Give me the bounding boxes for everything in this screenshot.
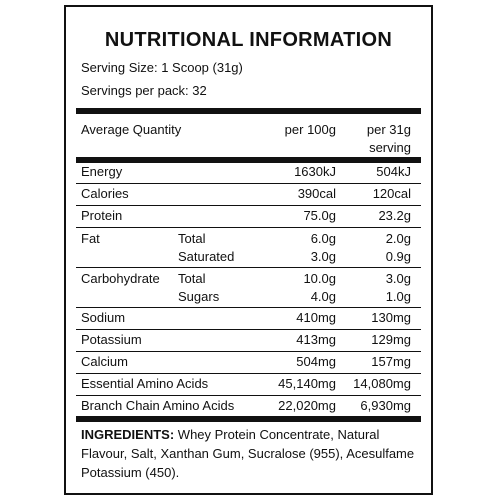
thick-divider xyxy=(76,157,421,163)
value-per-serving: 130mg xyxy=(371,310,411,325)
ingredients-block: INGREDIENTS: Whey Protein Concentrate, N… xyxy=(81,425,426,482)
value-per-100g: 390cal xyxy=(297,186,336,201)
value-per-serving: 129mg xyxy=(371,332,411,347)
nutrient-name: Essential Amino Acids xyxy=(81,376,209,391)
value-per-100g: 410mg xyxy=(296,310,336,325)
nutrient-name: Protein xyxy=(81,208,123,223)
row-divider xyxy=(76,395,421,396)
value-per-serving: 1.0g xyxy=(385,289,411,304)
value-per-serving: 14,080mg xyxy=(353,376,411,391)
value-per-serving: 0.9g xyxy=(385,249,411,264)
value-per-serving: 23.2g xyxy=(378,208,411,223)
nutrient-name: Sodium xyxy=(81,310,126,325)
row-divider xyxy=(76,267,421,268)
header-per-31g: per 31g xyxy=(366,122,411,137)
nutrient-name: Calcium xyxy=(81,354,128,369)
row-divider xyxy=(76,329,421,330)
nutrient-name: Calories xyxy=(81,186,129,201)
value-per-serving: 3.0g xyxy=(385,271,411,286)
value-per-100g: 75.0g xyxy=(303,208,336,223)
value-per-100g: 45,140mg xyxy=(278,376,336,391)
nutrient-name: Fat xyxy=(81,231,100,246)
value-per-100g: 3.0g xyxy=(310,249,336,264)
ingredients-text: Whey Protein Concentrate, Natural Flavou… xyxy=(81,427,415,480)
ingredients-label: INGREDIENTS: xyxy=(81,427,175,442)
nutrient-subname: Total xyxy=(178,271,206,286)
value-per-100g: 22,020mg xyxy=(278,398,336,413)
thick-divider xyxy=(76,108,421,114)
nutrient-subname: Total xyxy=(178,231,206,246)
value-per-100g: 413mg xyxy=(296,332,336,347)
value-per-serving: 6,930mg xyxy=(360,398,411,413)
row-divider xyxy=(76,373,421,374)
nutrient-name: Potassium xyxy=(81,332,142,347)
header-average-quantity: Average Quantity xyxy=(81,122,182,137)
header-per-100g: per 100g xyxy=(284,122,336,137)
servings-per-pack: Servings per pack: 32 xyxy=(81,83,207,98)
value-per-serving: 120cal xyxy=(372,186,411,201)
value-per-100g: 504mg xyxy=(296,354,336,369)
value-per-serving: 2.0g xyxy=(385,231,411,246)
nutrient-subname: Sugars xyxy=(178,289,220,304)
nutrition-panel: NUTRITIONAL INFORMATION Serving Size: 1 … xyxy=(64,5,433,495)
value-per-100g: 1630kJ xyxy=(294,164,336,179)
thick-divider xyxy=(76,416,421,422)
row-divider xyxy=(76,307,421,308)
row-divider xyxy=(76,227,421,228)
header-serving: serving xyxy=(369,140,411,155)
nutrient-name: Energy xyxy=(81,164,123,179)
nutrient-subname: Saturated xyxy=(178,249,235,264)
row-divider xyxy=(76,205,421,206)
value-per-serving: 504kJ xyxy=(376,164,411,179)
value-per-serving: 157mg xyxy=(371,354,411,369)
value-per-100g: 10.0g xyxy=(303,271,336,286)
row-divider xyxy=(76,183,421,184)
row-divider xyxy=(76,351,421,352)
panel-title: NUTRITIONAL INFORMATION xyxy=(104,29,393,51)
value-per-100g: 6.0g xyxy=(310,231,336,246)
nutrient-name: Branch Chain Amino Acids xyxy=(81,398,235,413)
serving-size: Serving Size: 1 Scoop (31g) xyxy=(81,60,243,75)
value-per-100g: 4.0g xyxy=(310,289,336,304)
nutrient-name: Carbohydrate xyxy=(81,271,160,286)
